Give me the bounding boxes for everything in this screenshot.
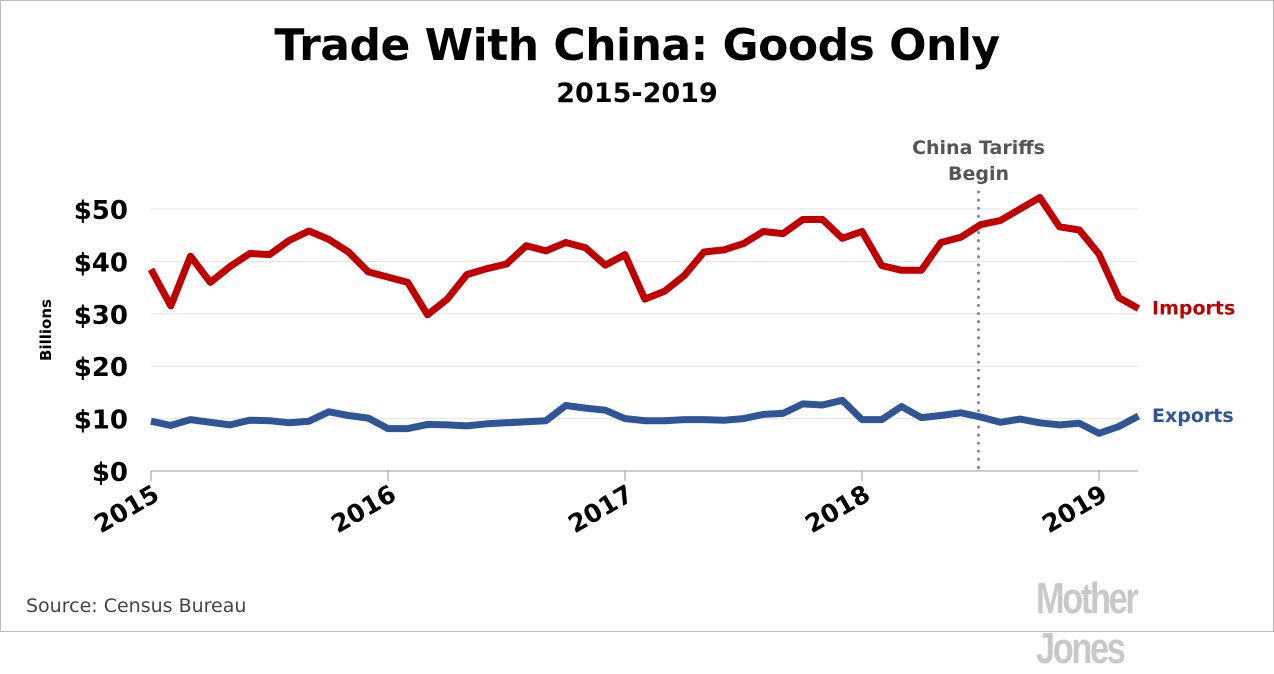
series-lines: Imports Exports — [147, 194, 1235, 437]
y-axis-label: Billions — [37, 299, 55, 361]
y-tick-labels: $0 $10 $20 $30 $40 $50 — [74, 196, 128, 488]
source-note: Source: Census Bureau — [26, 595, 247, 617]
mother-jones-logo: Mother Jones — [1036, 574, 1139, 673]
chart-title: Trade With China: Goods Only — [274, 20, 1000, 71]
gridlines — [151, 208, 1138, 420]
x-tick-label: 2017 — [563, 479, 638, 539]
x-axis: 2015 2016 2017 2018 2019 — [89, 470, 1138, 539]
y-tick-label: $10 — [74, 406, 128, 436]
series-line-imports — [147, 194, 1141, 319]
x-tick-label: 2018 — [800, 479, 875, 539]
y-tick-label: $20 — [74, 353, 128, 383]
line-chart: $0 $10 $20 $30 $40 $50 2015 2016 2017 2018 2019 C… — [37, 137, 1235, 539]
series-line-exports — [150, 396, 1141, 437]
x-tick-label: 2016 — [326, 479, 401, 539]
series-label-imports: Imports — [1152, 298, 1235, 320]
y-tick-label: $0 — [92, 458, 128, 488]
annotation-label: China Tariffs — [912, 137, 1045, 159]
x-tick-label: 2015 — [89, 479, 164, 539]
y-tick-label: $50 — [74, 196, 128, 226]
y-tick-label: $30 — [74, 301, 128, 331]
y-tick-label: $40 — [74, 248, 128, 278]
chart-subtitle: 2015-2019 — [556, 78, 718, 109]
tariff-annotation: China Tariffs Begin — [912, 137, 1045, 473]
series-label-exports: Exports — [1152, 405, 1234, 427]
annotation-label: Begin — [948, 163, 1009, 185]
x-tick-label: 2019 — [1037, 479, 1112, 539]
